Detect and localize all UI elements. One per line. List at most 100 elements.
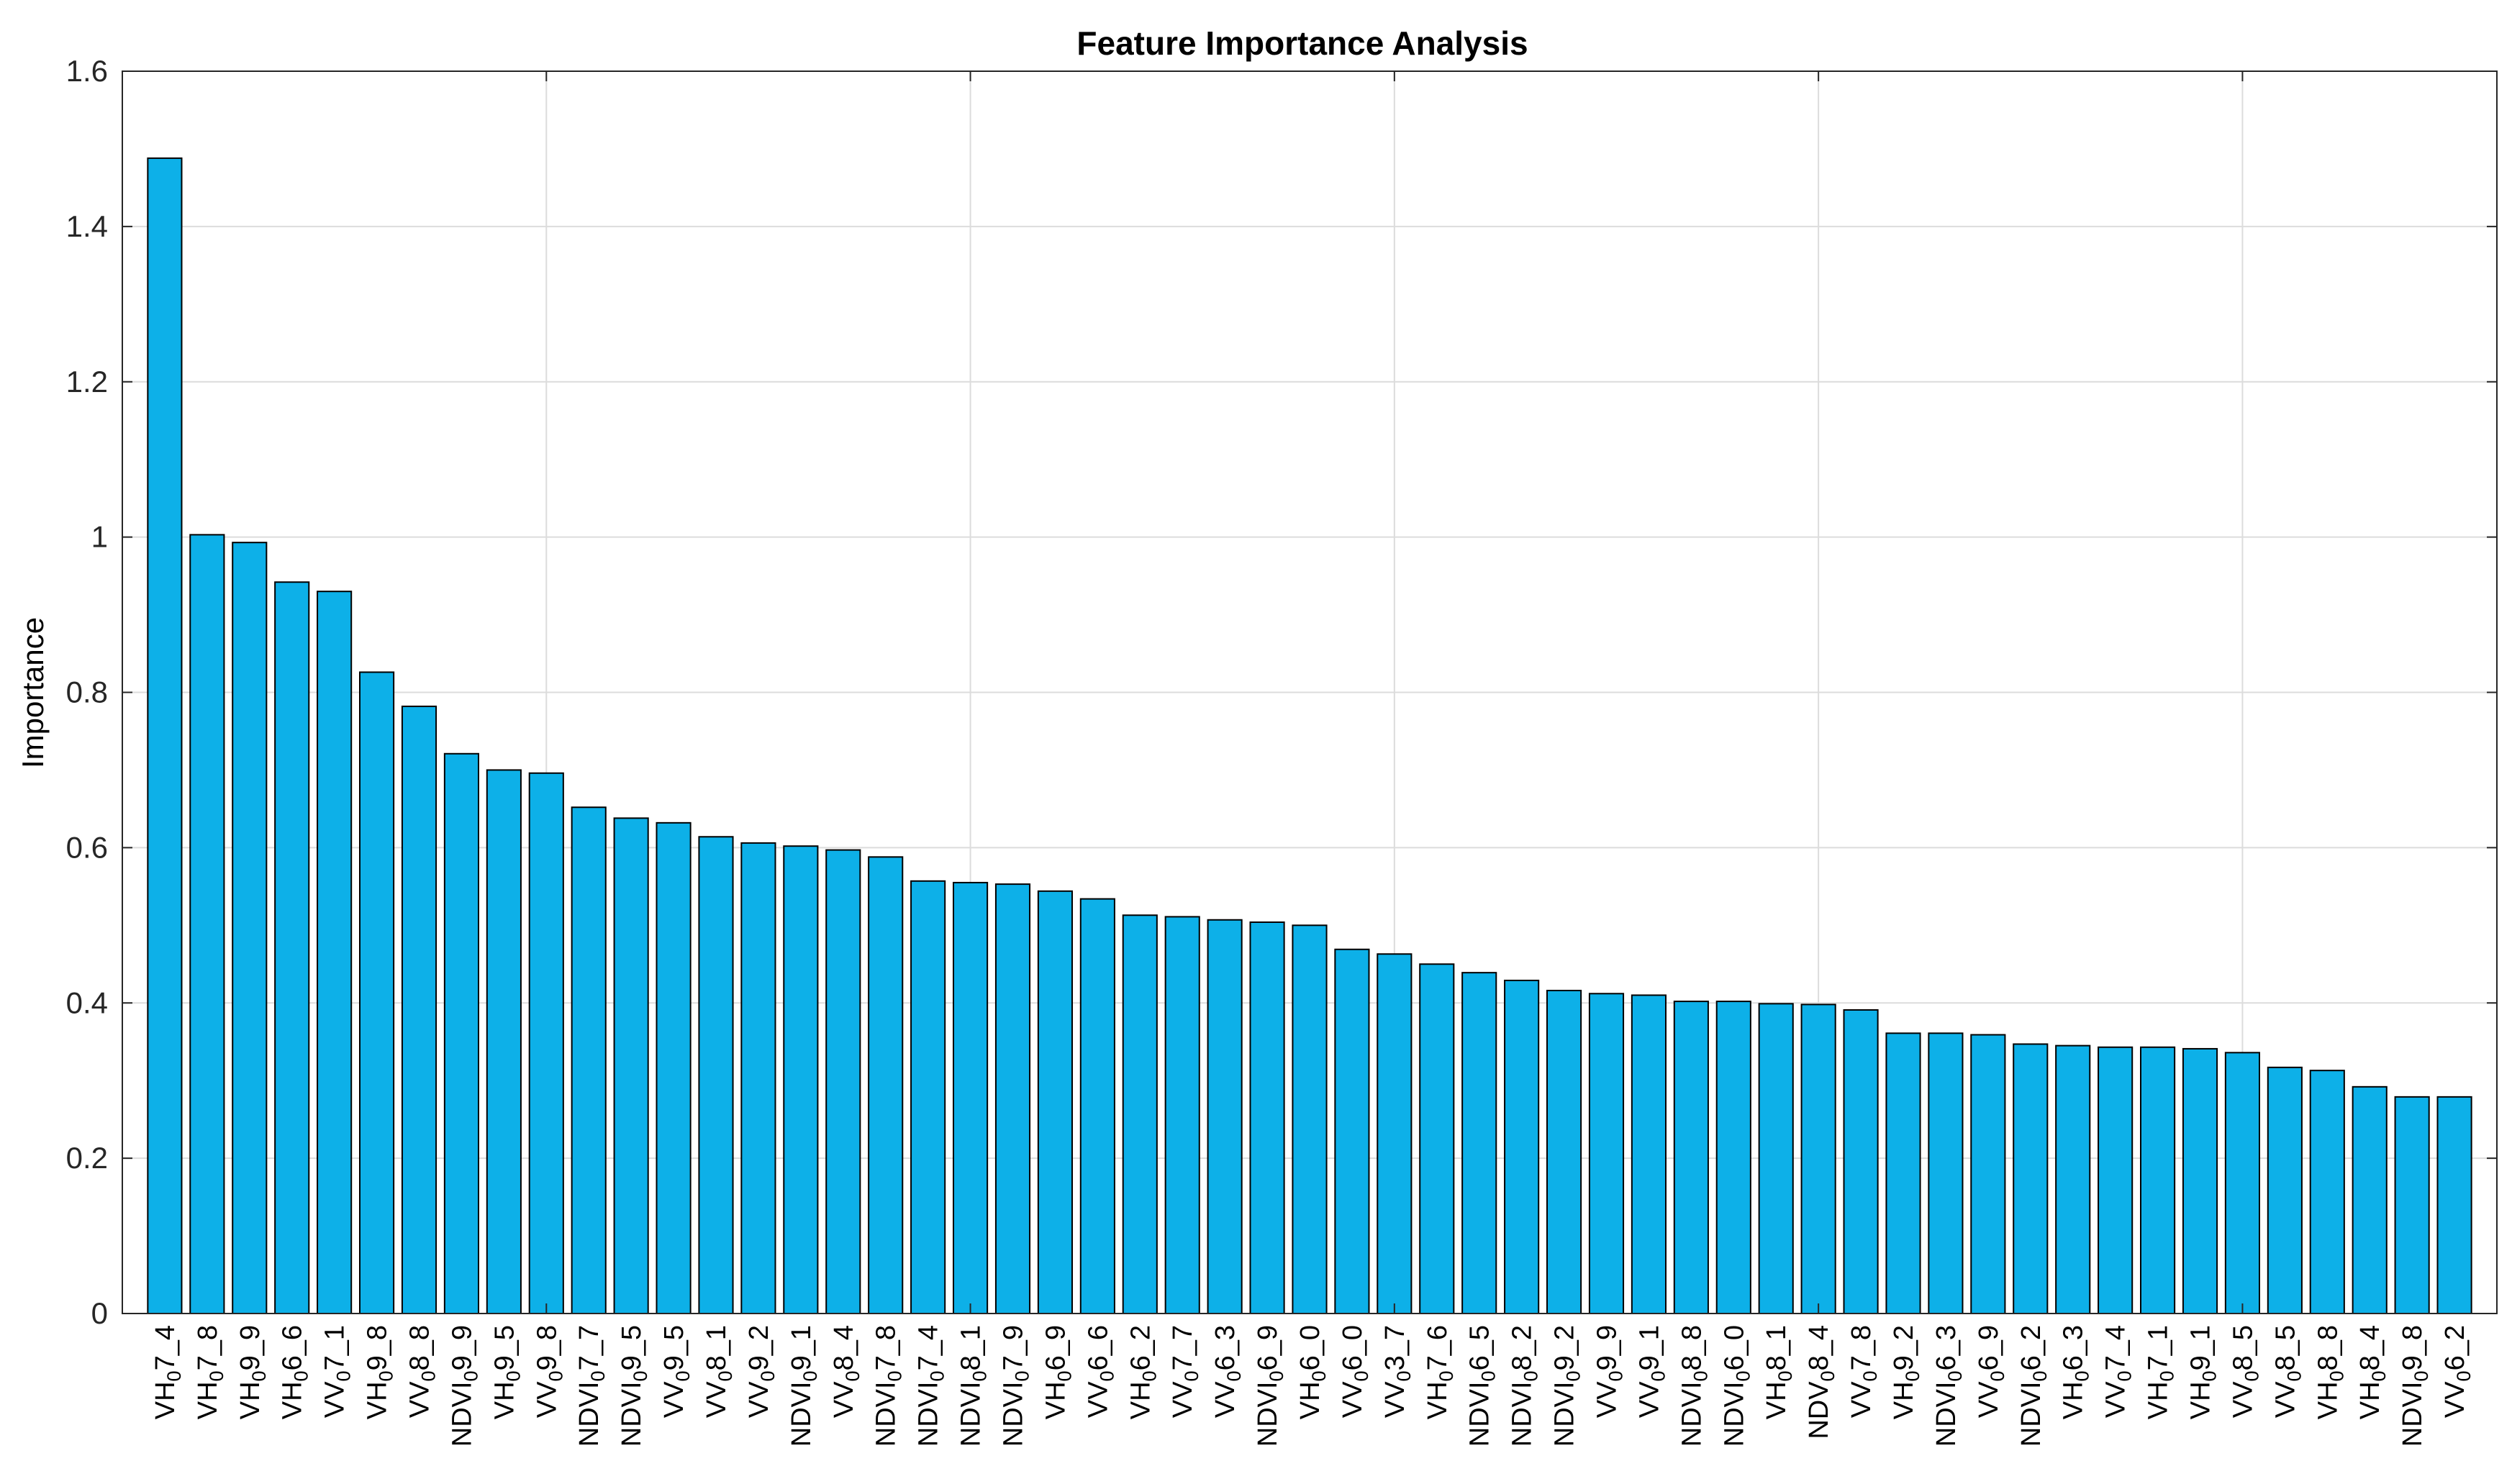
x-tick-label: NDVI07_4 — [914, 1325, 948, 1447]
x-tick-label: VH09_9 — [235, 1325, 270, 1419]
y-tick-label: 1 — [91, 520, 108, 554]
bar — [1164, 916, 1200, 1314]
x-tick-label: VV07_1 — [320, 1325, 355, 1418]
x-tick-label: NDVI08_2 — [1507, 1325, 1542, 1447]
x-tick-label: VV06_6 — [1083, 1325, 1117, 1418]
x-tick-label: VV07_8 — [1846, 1325, 1881, 1418]
bar — [2267, 1066, 2303, 1314]
x-tick-label: VH06_2 — [1125, 1325, 1160, 1419]
x-tick-label: VH07_1 — [2144, 1325, 2178, 1419]
bar — [2098, 1046, 2134, 1315]
x-tick-label: NDVI09_1 — [786, 1325, 821, 1447]
x-tick-label: VV08_8 — [405, 1325, 440, 1418]
bar — [1079, 898, 1115, 1314]
bar — [953, 881, 989, 1314]
x-tick-label: VV09_5 — [659, 1325, 694, 1418]
x-tick-label: VH06_0 — [1295, 1325, 1330, 1419]
bar — [1546, 989, 1582, 1314]
bar — [359, 671, 395, 1314]
y-tick-label: 0.8 — [66, 675, 108, 709]
bar — [1419, 963, 1455, 1314]
x-tick-label: NDV08_4 — [1804, 1325, 1838, 1439]
bar — [2182, 1047, 2218, 1314]
bar — [698, 836, 734, 1315]
y-axis-label: Importance — [16, 617, 50, 768]
bar — [528, 772, 564, 1314]
bar — [486, 769, 522, 1314]
bar — [2309, 1070, 2345, 1314]
x-tick-label: VV09_8 — [532, 1325, 566, 1418]
bar — [1715, 1001, 1751, 1315]
bar — [1800, 1003, 1836, 1314]
bar — [613, 817, 649, 1314]
y-tick-label: 0.6 — [66, 830, 108, 864]
x-tick-label: VH06_9 — [1040, 1325, 1075, 1419]
bar — [1673, 1001, 1709, 1315]
x-tick-label: VH09_2 — [1889, 1325, 1923, 1419]
x-tick-label: VV06_0 — [1338, 1325, 1372, 1418]
x-tick-label: NDVI06_3 — [1931, 1325, 1966, 1447]
x-tick-label: VH09_8 — [363, 1325, 397, 1419]
bar — [189, 534, 225, 1315]
x-tick-label: VH06_3 — [2059, 1325, 2093, 1419]
x-tick-label: VV06_9 — [1974, 1325, 2008, 1418]
x-tick-label: NDVI07_8 — [871, 1325, 906, 1447]
x-tick-label: NDVI06_5 — [1465, 1325, 1500, 1447]
x-tick-label: VH09_1 — [2186, 1325, 2221, 1419]
x-tick-label: VH08_1 — [1761, 1325, 1796, 1419]
bar — [1377, 953, 1413, 1314]
x-tick-label: VV08_4 — [829, 1325, 863, 1418]
bar — [2394, 1096, 2430, 1314]
bar — [2436, 1096, 2472, 1314]
bar — [2013, 1043, 2049, 1315]
y-tick-label: 0 — [91, 1296, 108, 1330]
chart-title: Feature Importance Analysis — [1076, 24, 1528, 62]
bar — [1588, 993, 1625, 1314]
x-tick-label: VV08_1 — [702, 1325, 736, 1418]
x-tick-label: NDVI06_0 — [1719, 1325, 1754, 1447]
x-tick-label: VV08_5 — [2270, 1325, 2305, 1418]
bar — [1504, 979, 1540, 1314]
x-tick-label: VH08_4 — [2355, 1325, 2390, 1419]
x-tick-label: NDVI09_2 — [1550, 1325, 1584, 1447]
bar — [1207, 919, 1243, 1314]
x-tick-label: NDVI07_7 — [574, 1325, 609, 1447]
x-tick-label: VH07_4 — [150, 1325, 185, 1419]
bar — [994, 883, 1031, 1314]
bar — [1970, 1034, 2006, 1315]
axis-ticks — [122, 70, 2497, 1314]
x-tick-label: VV08_5 — [2228, 1325, 2262, 1418]
x-tick-label: NDVI09_9 — [447, 1325, 481, 1447]
x-tick-label: VV09_1 — [1634, 1325, 1669, 1418]
bar — [1928, 1032, 1964, 1314]
x-tick-label: NDVI08_1 — [956, 1325, 991, 1447]
bar — [740, 842, 776, 1315]
bar — [2055, 1044, 2091, 1314]
bar — [1037, 890, 1074, 1314]
x-tick-label: NDVI09_5 — [617, 1325, 651, 1447]
bar — [1334, 948, 1370, 1314]
y-axis-tick-labels: 0 0.2 0.4 0.6 0.8 1 1.2 1.4 1.6 — [66, 54, 108, 1330]
x-tick-label: VH09_5 — [489, 1325, 524, 1419]
bar — [1758, 1003, 1794, 1314]
bar — [910, 880, 946, 1314]
x-tick-label: NDVI06_2 — [2016, 1325, 2051, 1447]
x-axis-tick-labels: VH07_4VH07_8VH09_9VH06_6VV07_1VH09_8VV08… — [150, 1325, 2475, 1447]
x-tick-label: NDVI07_9 — [999, 1325, 1033, 1447]
x-tick-label: VV06_2 — [2440, 1325, 2475, 1418]
bar — [1461, 972, 1497, 1315]
bar — [1885, 1032, 1921, 1314]
bar — [783, 845, 819, 1315]
x-tick-label: VH08_8 — [2313, 1325, 2347, 1419]
x-tick-label: NDVI09_8 — [2398, 1325, 2432, 1447]
x-tick-label: VH06_6 — [278, 1325, 312, 1419]
x-tick-label: VV07_7 — [1168, 1325, 1202, 1418]
y-tick-label: 0.4 — [66, 985, 108, 1019]
bar — [571, 806, 607, 1315]
bar — [2140, 1046, 2176, 1315]
y-tick-label: 1.4 — [66, 209, 108, 243]
x-tick-label: VV09_2 — [744, 1325, 779, 1418]
x-tick-label: VV06_3 — [1210, 1325, 1245, 1418]
bar — [1631, 994, 1667, 1315]
